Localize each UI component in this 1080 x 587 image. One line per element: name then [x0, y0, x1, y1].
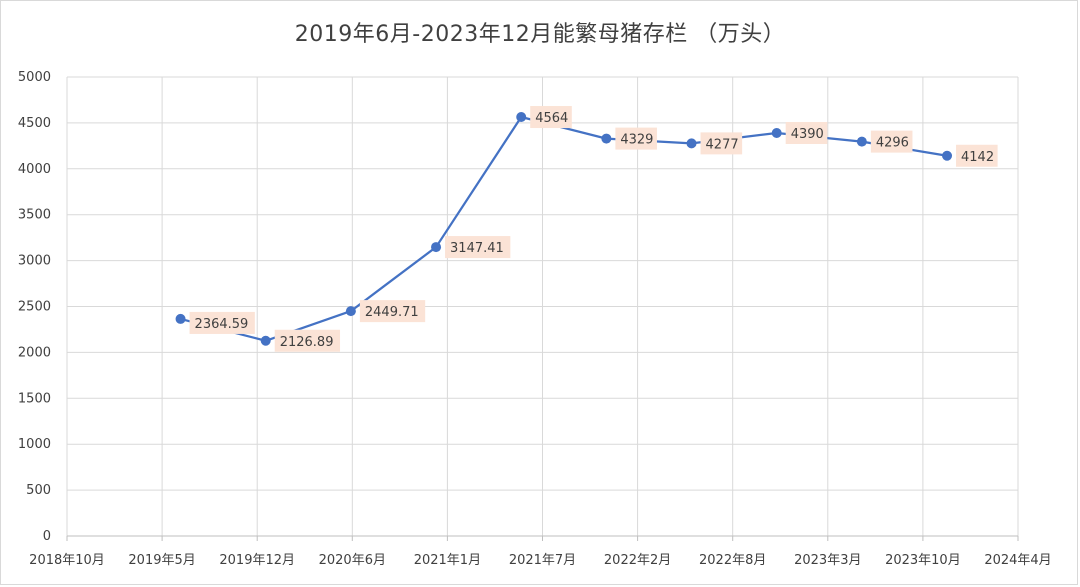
data-label-bg [615, 127, 657, 150]
data-label: 2126.89 [280, 335, 334, 350]
series-line [180, 115, 948, 342]
data-label-bg [956, 144, 998, 167]
data-label-bg [530, 106, 572, 129]
data-point [345, 306, 356, 317]
x-tick-label: 2019年5月 [128, 553, 195, 568]
data-point [260, 335, 271, 346]
chart-title: 2019年6月-2023年12月能繁母猪存栏 （万头） [294, 22, 786, 47]
y-tick-label: 3000 [18, 254, 51, 269]
data-label-bg [359, 300, 426, 323]
x-tick-label: 2022年8月 [699, 553, 766, 568]
data-label: 4277 [706, 137, 739, 152]
data-label-bg [700, 132, 743, 155]
y-tick-label: 2000 [18, 345, 51, 360]
y-tick-label: 0 [43, 529, 51, 544]
data-label-bg [445, 236, 511, 259]
data-point [516, 112, 527, 123]
data-label: 4564 [535, 111, 568, 126]
y-tick-label: 2500 [18, 300, 51, 315]
data-label-bg [189, 311, 255, 334]
data-label: 4329 [620, 133, 653, 148]
y-tick-label: 4000 [18, 162, 51, 177]
y-tick-label: 3500 [18, 208, 51, 223]
x-tick-label: 2024年4月 [984, 553, 1051, 568]
y-tick-label: 1500 [18, 391, 51, 406]
x-tick-label: 2018年10月 [29, 553, 105, 568]
data-point [686, 138, 697, 149]
data-point [942, 150, 953, 161]
x-tick-label: 2019年12月 [219, 553, 295, 568]
data-label: 2364.59 [195, 317, 249, 332]
x-tick-label: 2023年10月 [885, 553, 961, 568]
data-label-bg [870, 130, 913, 153]
data-label-bg [274, 329, 341, 352]
data-label: 4142 [961, 150, 994, 165]
y-tick-label: 500 [26, 483, 51, 498]
x-tick-label: 2023年3月 [794, 553, 861, 568]
data-point [431, 242, 442, 253]
y-tick-label: 5000 [18, 70, 51, 85]
data-point [175, 313, 186, 324]
data-label: 3147.41 [450, 241, 504, 256]
x-tick-label: 2021年7月 [509, 553, 576, 568]
x-tick-label: 2021年1月 [414, 553, 481, 568]
x-tick-label: 2020年6月 [319, 553, 386, 568]
data-point [771, 127, 782, 138]
data-label: 2449.71 [365, 305, 419, 320]
data-point [856, 136, 867, 147]
data-point [601, 133, 612, 144]
data-label: 4390 [791, 127, 824, 142]
data-label: 4296 [876, 136, 909, 151]
y-tick-label: 1000 [18, 437, 51, 452]
data-label-bg [785, 121, 828, 144]
y-tick-label: 4500 [18, 116, 51, 131]
x-tick-label: 2022年2月 [604, 553, 671, 568]
